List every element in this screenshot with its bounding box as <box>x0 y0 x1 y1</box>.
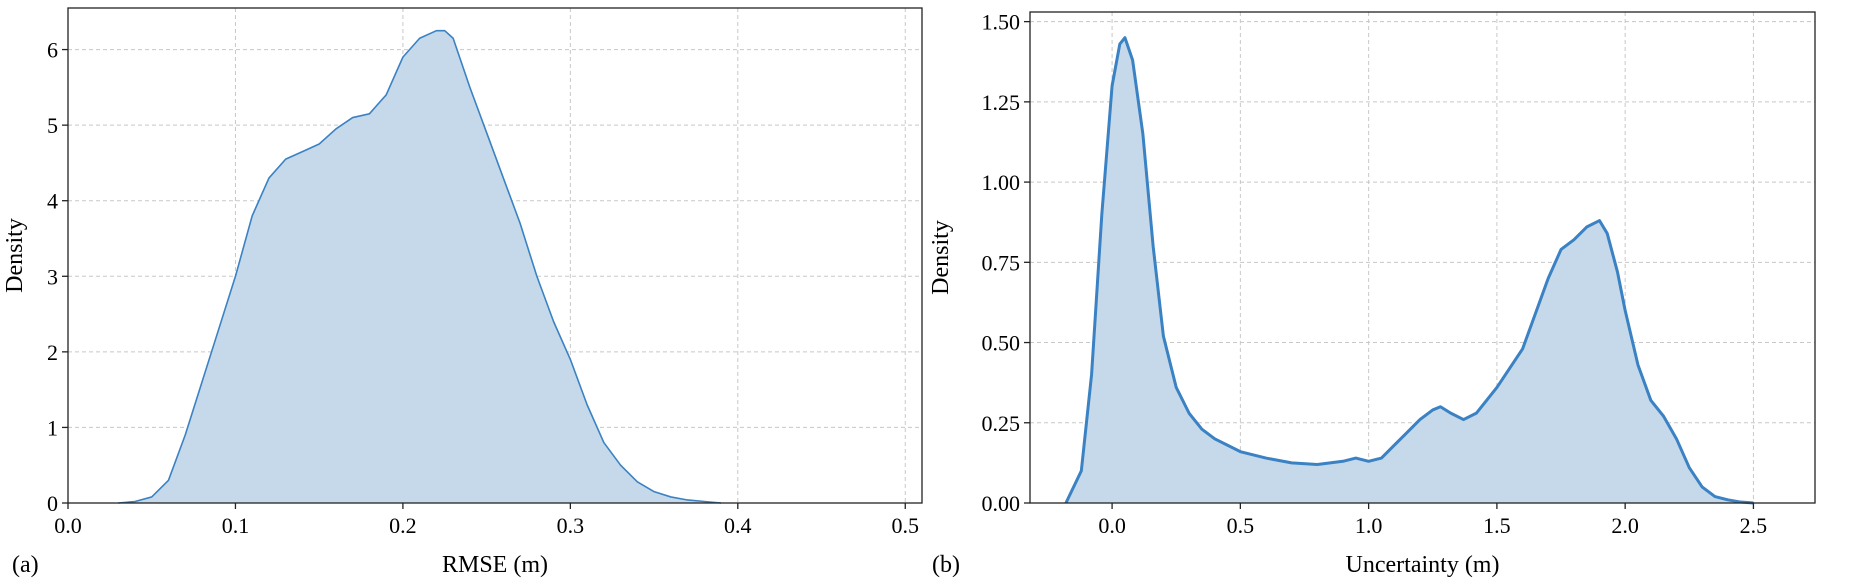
y-tick-label: 0.25 <box>982 411 1021 436</box>
y-tick-label: 1.25 <box>982 90 1021 115</box>
x-tick-label: 0.5 <box>892 513 920 538</box>
x-tick-label: 0.3 <box>557 513 585 538</box>
density-area <box>118 30 722 503</box>
x-axis-label: Uncertainty (m) <box>1346 552 1500 578</box>
y-axis-label: Density <box>928 220 954 295</box>
density-curve <box>1064 36 1754 505</box>
x-tick-label: 0.5 <box>1227 513 1255 538</box>
panel-b-uncertainty-density-plot: 0.0 0.5 1.0 1.5 2.0 2.5 0.00 0.25 0.50 0.75 1.00 1.… <box>928 10 1816 578</box>
y-tick-label: 5 <box>47 113 58 138</box>
y-axis-label: Density <box>2 218 28 293</box>
x-tick-label: 0.4 <box>724 513 752 538</box>
axes-frame <box>67 7 923 504</box>
x-axis-label: RMSE (m) <box>442 552 548 578</box>
y-tick-label: 3 <box>47 264 58 289</box>
panel-label: (b) <box>932 552 960 578</box>
y-tick-label: 1 <box>47 415 58 440</box>
x-tick-label: 1.0 <box>1355 513 1383 538</box>
y-tick-label: 1.00 <box>982 170 1021 195</box>
panel-a-rmse-density-plot: 0.0 0.1 0.2 0.3 0.4 0.5 0 1 2 3 4 5 6 RMSE (m) Density… <box>2 7 923 578</box>
x-tick-label: 2.0 <box>1611 513 1639 538</box>
y-tick-label: 2 <box>47 340 58 365</box>
x-tick-label: 0.0 <box>54 513 82 538</box>
x-tick-label: 2.5 <box>1740 513 1768 538</box>
y-tick-label: 0.75 <box>982 250 1021 275</box>
y-tick-label: 6 <box>47 38 58 63</box>
panel-label: (a) <box>12 552 39 578</box>
y-tick-label: 4 <box>47 189 58 214</box>
x-tick-label: 0.0 <box>1098 513 1126 538</box>
x-tick-label: 0.1 <box>222 513 250 538</box>
y-tick-label: 0.50 <box>982 331 1021 356</box>
y-tick-label: 1.50 <box>982 10 1021 35</box>
y-tick-label: 0.00 <box>982 491 1021 516</box>
density-area <box>1065 37 1754 504</box>
x-tick-label: 0.2 <box>389 513 417 538</box>
axes-frame <box>1029 11 1816 504</box>
density-curve <box>118 29 722 504</box>
y-tick-label: 0 <box>47 491 58 516</box>
x-tick-label: 1.5 <box>1483 513 1511 538</box>
